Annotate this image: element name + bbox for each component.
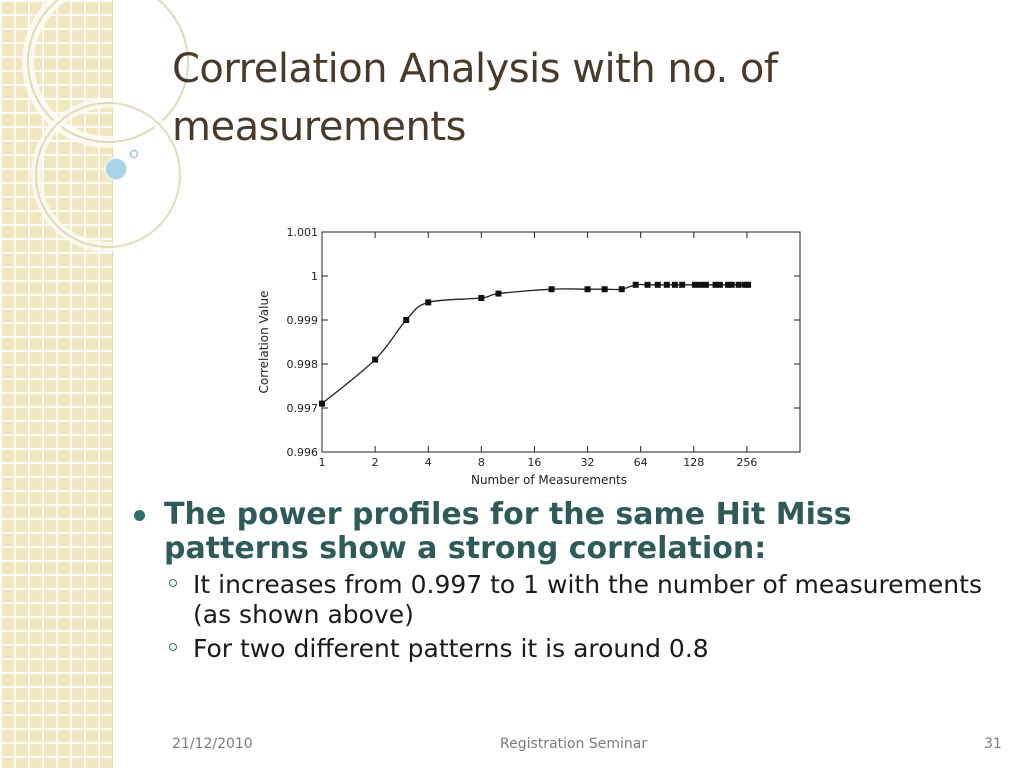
data-point <box>478 295 485 301</box>
data-point <box>403 317 410 323</box>
y-tick-label: 0.996 <box>287 446 319 459</box>
data-point <box>644 281 651 288</box>
bullet-dot-icon <box>134 510 145 521</box>
x-tick-label: 64 <box>634 456 648 469</box>
ring-bullet-icon <box>169 643 177 651</box>
slide-title: Correlation Analysis with no. of measure… <box>172 46 778 150</box>
correlation-chart: 1 2 4 8 16 32 64 128 256 0.996 0.997 0.998 0.999 1 1.0… <box>257 226 801 487</box>
x-axis-label: Number of Measurements <box>471 473 627 487</box>
data-point <box>702 281 709 288</box>
data-point <box>671 281 678 288</box>
data-point <box>712 281 719 288</box>
subbullet-1: It increases from 0.997 to 1 with the nu… <box>134 570 994 630</box>
y-tick-label: 1.001 <box>287 226 319 239</box>
y-tick-label: 1 <box>311 270 318 283</box>
data-point <box>697 281 704 288</box>
x-tick-label: 1 <box>319 456 326 469</box>
y-tick-label: 0.998 <box>287 358 319 371</box>
ring-bullet-icon <box>169 579 177 587</box>
x-tick-label: 16 <box>527 456 541 469</box>
data-point <box>728 281 735 288</box>
y-axis-label: Correlation Value <box>257 291 271 394</box>
x-tick-label: 8 <box>478 456 485 469</box>
data-point <box>735 281 742 288</box>
plot-frame <box>321 231 801 453</box>
y-tick-label: 0.997 <box>287 402 319 415</box>
footer-center: Registration Seminar <box>500 736 648 752</box>
data-point <box>601 286 608 293</box>
data-point <box>425 299 432 306</box>
data-point <box>632 281 639 288</box>
subbullet-2-text: For two different patterns it is around … <box>193 634 709 663</box>
data-point <box>584 286 591 293</box>
y-tick-label: 0.999 <box>287 314 319 327</box>
subbullet-1-text: It increases from 0.997 to 1 with the nu… <box>193 570 982 629</box>
x-tick-label: 2 <box>372 456 379 469</box>
series-markers <box>319 281 752 407</box>
data-point <box>742 281 749 288</box>
data-point <box>679 281 686 288</box>
subbullet-2: For two different patterns it is around … <box>134 634 994 664</box>
data-point <box>654 281 661 288</box>
data-point <box>663 281 670 288</box>
x-tick-label: 4 <box>425 456 432 469</box>
series-line <box>321 283 749 405</box>
data-point <box>691 281 698 288</box>
bullet-main: The power profiles for the same Hit Miss… <box>134 498 994 566</box>
chart-axes: 1 2 4 8 16 32 64 128 256 0.996 0.997 0.998 0.999 1 1.0… <box>287 226 800 469</box>
page-number: 31 <box>984 736 1002 752</box>
data-point <box>716 281 723 288</box>
decorative-rings <box>22 0 194 252</box>
data-point <box>724 281 731 288</box>
data-point <box>618 286 625 293</box>
data-point <box>319 400 325 407</box>
footer-date: 21/12/2010 <box>172 736 253 752</box>
x-tick-label: 256 <box>736 456 757 469</box>
data-point <box>745 281 752 288</box>
data-point <box>548 286 555 293</box>
bullet-list: The power profiles for the same Hit Miss… <box>134 498 994 664</box>
data-point <box>495 290 502 297</box>
bullet-main-text: The power profiles for the same Hit Miss… <box>164 497 852 566</box>
x-tick-label: 128 <box>683 456 704 469</box>
data-point <box>372 356 379 363</box>
x-tick-label: 32 <box>581 456 595 469</box>
